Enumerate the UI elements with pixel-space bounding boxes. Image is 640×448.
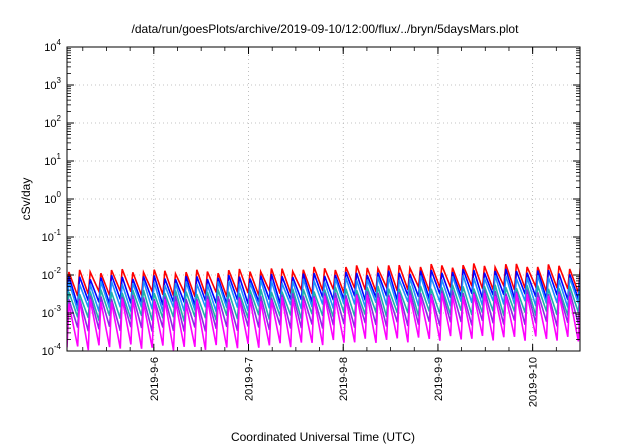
y-tick-label: 10-2 — [42, 266, 62, 282]
x-tick-label: 2019-9-10 — [528, 357, 540, 407]
x-axis-label: Coordinated Universal Time (UTC) — [231, 430, 415, 444]
chart-title: /data/run/goesPlots/archive/2019-09-10/1… — [132, 22, 520, 36]
ticks — [67, 46, 581, 352]
x-tick-label: 2019-9-6 — [149, 357, 161, 401]
y-tick-label: 101 — [44, 152, 61, 168]
x-tick-label: 2019-9-9 — [433, 357, 445, 401]
y-tick-label: 104 — [44, 38, 61, 54]
y-tick-label: 10-4 — [42, 342, 62, 358]
x-tick-label: 2019-9-7 — [244, 357, 256, 401]
y-tick-label: 10-3 — [42, 304, 62, 320]
y-axis-label: cSv/day — [19, 178, 33, 221]
y-tick-labels: 10-4 10-3 10-2 10-1 100 101 102 103 104 — [42, 38, 62, 358]
y-tick-label: 10-1 — [42, 228, 62, 244]
y-tick-label: 103 — [44, 76, 61, 92]
series-layer — [67, 263, 580, 351]
series-line — [67, 274, 580, 312]
x-tick-labels: 2019-9-6 2019-9-7 2019-9-8 2019-9-9 2019-9-1… — [149, 357, 540, 407]
x-tick-label: 2019-9-8 — [338, 357, 350, 401]
y-tick-label: 102 — [44, 114, 61, 130]
y-tick-label: 100 — [44, 190, 61, 206]
series-line — [67, 293, 580, 351]
